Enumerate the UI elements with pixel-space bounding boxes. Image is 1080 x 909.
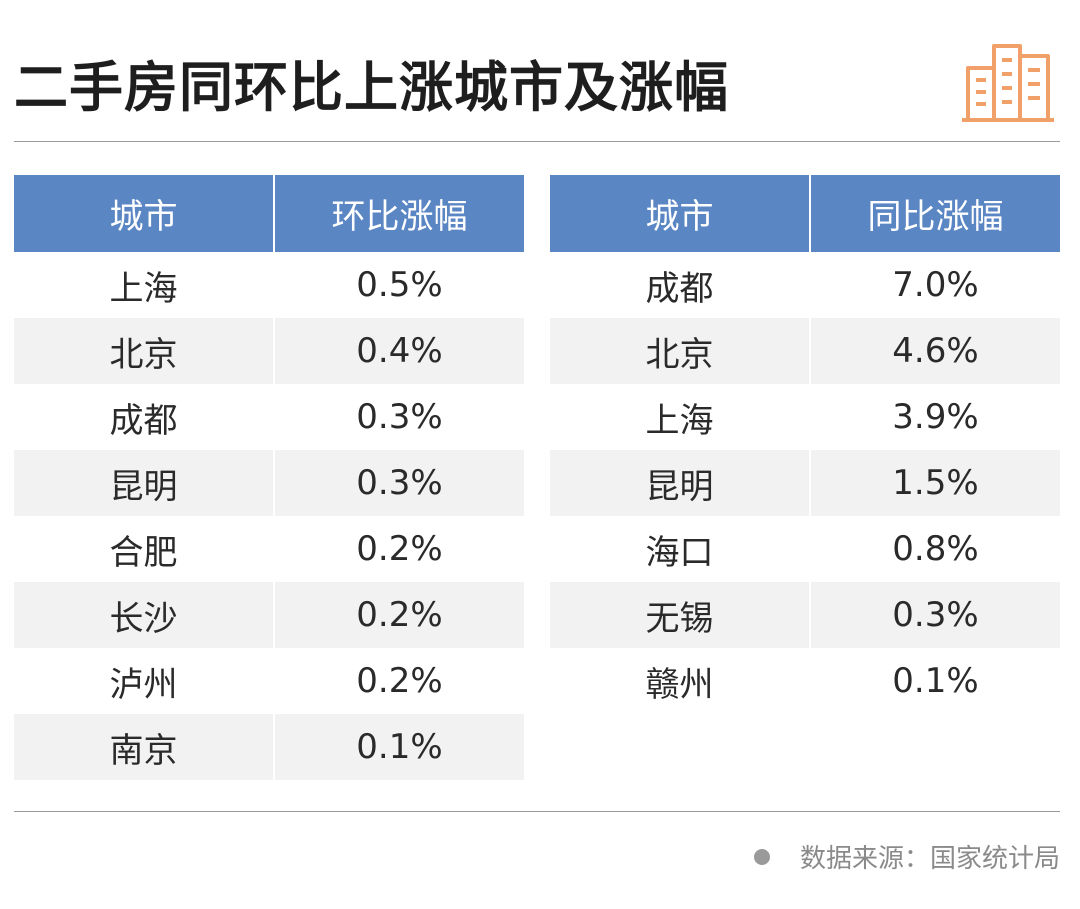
table-row: 南京 0.1%	[14, 714, 524, 780]
change-cell: 0.2%	[275, 648, 524, 714]
table-header-row: 城市 环比涨幅	[14, 175, 524, 252]
city-cell: 合肥	[14, 516, 275, 582]
column-header: 城市	[550, 175, 811, 252]
change-cell: 0.2%	[275, 582, 524, 648]
city-cell: 北京	[14, 318, 275, 384]
table-body: 成都 7.0% 北京 4.6% 上海 3.9% 昆明 1.5% 海口 0.8% 无锡 0.3% 赣州 0.…	[550, 252, 1060, 714]
city-cell: 昆明	[550, 450, 811, 516]
change-cell: 0.3%	[275, 384, 524, 450]
change-cell: 0.2%	[275, 516, 524, 582]
change-cell: 0.8%	[811, 516, 1060, 582]
column-header: 环比涨幅	[275, 175, 524, 252]
change-cell: 7.0%	[811, 252, 1060, 318]
city-cell: 海口	[550, 516, 811, 582]
change-cell: 1.5%	[811, 450, 1060, 516]
city-cell: 昆明	[14, 450, 275, 516]
city-cell: 上海	[550, 384, 811, 450]
source-note: 数据来源：国家统计局	[753, 838, 1060, 875]
city-cell: 北京	[550, 318, 811, 384]
top-divider	[14, 141, 1060, 142]
city-cell: 赣州	[550, 648, 811, 714]
building-icon	[962, 44, 1054, 122]
bullet-dot-icon	[753, 848, 770, 865]
city-cell: 无锡	[550, 582, 811, 648]
city-cell: 泸州	[14, 648, 275, 714]
source-text: 数据来源：国家统计局	[799, 844, 1060, 874]
table-row: 泸州 0.2%	[14, 648, 524, 714]
table-row: 成都 0.3%	[14, 384, 524, 450]
page-title: 二手房同环比上涨城市及涨幅	[14, 56, 729, 119]
column-header: 城市	[14, 175, 275, 252]
change-cell: 0.5%	[275, 252, 524, 318]
city-cell: 成都	[14, 384, 275, 450]
table-row: 北京 0.4%	[14, 318, 524, 384]
table-row: 昆明 0.3%	[14, 450, 524, 516]
table-body: 上海 0.5% 北京 0.4% 成都 0.3% 昆明 0.3% 合肥 0.2% 长沙 0.2% 泸州 0.…	[14, 252, 524, 780]
change-cell: 0.1%	[275, 714, 524, 780]
table-row: 北京 4.6%	[550, 318, 1060, 384]
table-row: 上海 3.9%	[550, 384, 1060, 450]
change-cell: 0.3%	[275, 450, 524, 516]
city-cell: 南京	[14, 714, 275, 780]
city-cell: 成都	[550, 252, 811, 318]
change-cell: 0.4%	[275, 318, 524, 384]
change-cell: 3.9%	[811, 384, 1060, 450]
table-row: 上海 0.5%	[14, 252, 524, 318]
table-row: 无锡 0.3%	[550, 582, 1060, 648]
mom-table: 城市 环比涨幅 上海 0.5% 北京 0.4% 成都 0.3% 昆明 0.3% 合肥 0.2% 长沙…	[14, 175, 524, 780]
change-cell: 0.3%	[811, 582, 1060, 648]
table-row: 昆明 1.5%	[550, 450, 1060, 516]
table-header-row: 城市 同比涨幅	[550, 175, 1060, 252]
bottom-divider	[14, 811, 1060, 812]
city-cell: 上海	[14, 252, 275, 318]
change-cell: 4.6%	[811, 318, 1060, 384]
change-cell: 0.1%	[811, 648, 1060, 714]
table-row: 长沙 0.2%	[14, 582, 524, 648]
table-row: 赣州 0.1%	[550, 648, 1060, 714]
table-row: 合肥 0.2%	[14, 516, 524, 582]
column-header: 同比涨幅	[811, 175, 1060, 252]
table-row: 成都 7.0%	[550, 252, 1060, 318]
city-cell: 长沙	[14, 582, 275, 648]
table-row: 海口 0.8%	[550, 516, 1060, 582]
yoy-table: 城市 同比涨幅 成都 7.0% 北京 4.6% 上海 3.9% 昆明 1.5% 海口 0.8% 无锡…	[550, 175, 1060, 714]
